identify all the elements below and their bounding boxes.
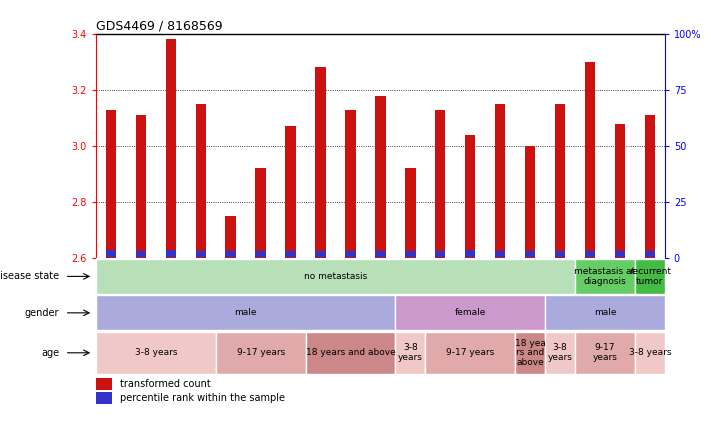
Bar	[575, 332, 635, 374]
Text: 9-17 years: 9-17 years	[237, 348, 285, 357]
Text: no metastasis: no metastasis	[304, 272, 367, 281]
Bar	[584, 250, 595, 257]
Bar	[395, 295, 545, 330]
Bar	[96, 378, 112, 390]
Bar	[465, 250, 476, 257]
Bar	[555, 251, 565, 257]
Bar	[545, 295, 665, 330]
Bar	[584, 62, 595, 258]
Bar	[525, 251, 535, 257]
Text: 18 years and above: 18 years and above	[306, 348, 395, 357]
Text: 3-8 years: 3-8 years	[629, 348, 671, 357]
Bar	[225, 251, 236, 257]
Bar	[315, 68, 326, 258]
Bar	[196, 250, 206, 257]
Text: metastasis at
diagnosis: metastasis at diagnosis	[574, 267, 636, 286]
Bar	[306, 332, 395, 374]
Bar	[106, 110, 116, 258]
Text: percentile rank within the sample: percentile rank within the sample	[120, 393, 285, 403]
Bar	[635, 332, 665, 374]
Bar	[285, 251, 296, 257]
Bar	[425, 332, 515, 374]
Text: 3-8 years: 3-8 years	[134, 348, 177, 357]
Bar	[515, 332, 545, 374]
Bar	[614, 251, 625, 257]
Text: 9-17 years: 9-17 years	[446, 348, 494, 357]
Bar	[106, 250, 116, 257]
Text: male: male	[235, 308, 257, 317]
Bar	[645, 250, 655, 257]
Text: GDS4469 / 8168569: GDS4469 / 8168569	[96, 20, 223, 33]
Text: gender: gender	[24, 308, 59, 318]
Bar	[136, 251, 146, 257]
Text: disease state: disease state	[0, 272, 59, 281]
Text: transformed count: transformed count	[120, 379, 210, 389]
Bar	[136, 115, 146, 258]
Bar	[215, 332, 306, 374]
Bar	[495, 250, 506, 257]
Bar	[196, 104, 206, 258]
Bar	[166, 250, 176, 257]
Bar	[255, 250, 266, 257]
Bar	[346, 250, 356, 257]
Text: 18 yea
rs and
above: 18 yea rs and above	[515, 338, 545, 367]
Bar	[96, 392, 112, 404]
Bar	[435, 110, 446, 258]
Bar	[285, 126, 296, 258]
Bar	[435, 250, 446, 257]
Bar	[96, 332, 215, 374]
Bar	[465, 135, 476, 258]
Text: female: female	[454, 308, 486, 317]
Bar	[635, 259, 665, 294]
Bar	[555, 104, 565, 258]
Bar	[225, 216, 236, 258]
Bar	[545, 332, 575, 374]
Bar	[575, 259, 635, 294]
Text: 9-17
years: 9-17 years	[592, 343, 617, 362]
Bar	[495, 104, 506, 258]
Bar	[405, 251, 415, 257]
Text: recurrent
tumor: recurrent tumor	[629, 267, 670, 286]
Text: male: male	[594, 308, 616, 317]
Text: 3-8
years: 3-8 years	[547, 343, 572, 362]
Bar	[375, 251, 385, 257]
Bar	[315, 250, 326, 257]
Text: age: age	[41, 348, 59, 358]
Bar	[525, 146, 535, 258]
Bar	[614, 124, 625, 258]
Bar	[96, 295, 395, 330]
Bar	[346, 110, 356, 258]
Bar	[645, 115, 655, 258]
Bar	[166, 39, 176, 258]
Bar	[395, 332, 425, 374]
Text: 3-8
years: 3-8 years	[398, 343, 423, 362]
Bar	[255, 168, 266, 258]
Bar	[405, 168, 415, 258]
Bar	[96, 259, 575, 294]
Bar	[375, 96, 385, 258]
